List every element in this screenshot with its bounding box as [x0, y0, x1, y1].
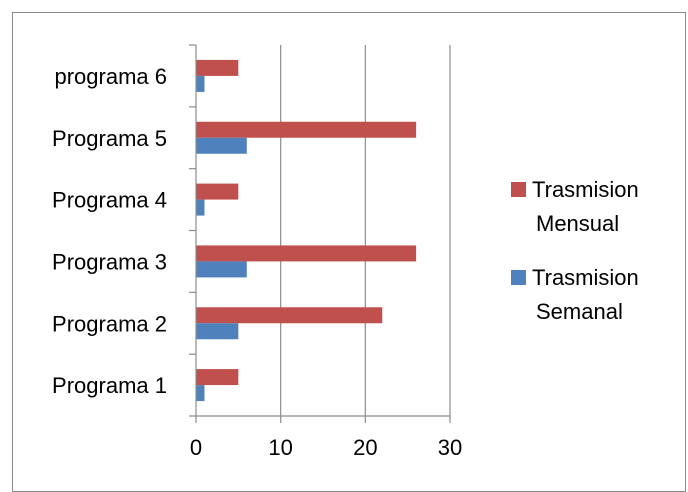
- category-labels: Programa 1 Programa 2 Programa 3 Programa 4…: [52, 64, 167, 398]
- bar-trasmision-mensual-programa-6: [196, 59, 239, 76]
- x-tick-label-20: 20: [353, 435, 377, 460]
- bar-trasmision-mensual-programa-1: [196, 369, 239, 386]
- x-tick-label-10: 10: [268, 435, 292, 460]
- bar-trasmision-semanal-programa-1: [196, 385, 205, 402]
- bars: [196, 59, 417, 402]
- category-label-programa-4: Programa 4: [52, 188, 167, 213]
- gridlines: [280, 45, 451, 416]
- bar-trasmision-semanal-programa-2: [196, 323, 239, 340]
- bar-trasmision-mensual-programa-4: [196, 183, 239, 200]
- tick-labels: 0 10 20 30: [190, 435, 462, 460]
- legend-swatch-trasmision-mensual: [511, 182, 526, 197]
- category-label-programa-2: Programa 2: [52, 311, 167, 336]
- bar-trasmision-mensual-programa-3: [196, 245, 417, 262]
- bar-trasmision-mensual-programa-2: [196, 307, 383, 324]
- category-label-programa-1: Programa 1: [52, 373, 167, 398]
- category-label-programa-5: Programa 5: [52, 126, 167, 151]
- axes: [189, 44, 451, 423]
- bar-trasmision-semanal-programa-4: [196, 199, 205, 216]
- legend-label-trasmision-semanal: Semanal: [536, 299, 623, 324]
- legend-label-trasmision-mensual: Trasmision: [532, 177, 639, 202]
- bar-trasmision-semanal-programa-6: [196, 75, 205, 92]
- bar-trasmision-semanal-programa-3: [196, 261, 247, 278]
- bar-trasmision-mensual-programa-5: [196, 121, 417, 138]
- category-label-programa-3: Programa 3: [52, 249, 167, 274]
- legend-label-trasmision-mensual: Mensual: [536, 211, 619, 236]
- legend-swatch-trasmision-semanal: [511, 270, 526, 285]
- legend-label-trasmision-semanal: Trasmision: [532, 265, 639, 290]
- bar-trasmision-semanal-programa-5: [196, 137, 247, 154]
- x-tick-label-0: 0: [190, 435, 202, 460]
- legend: Trasmision Mensual Trasmision Semanal: [511, 177, 639, 324]
- x-tick-label-30: 30: [438, 435, 462, 460]
- category-label-programa-6: programa 6: [54, 64, 167, 89]
